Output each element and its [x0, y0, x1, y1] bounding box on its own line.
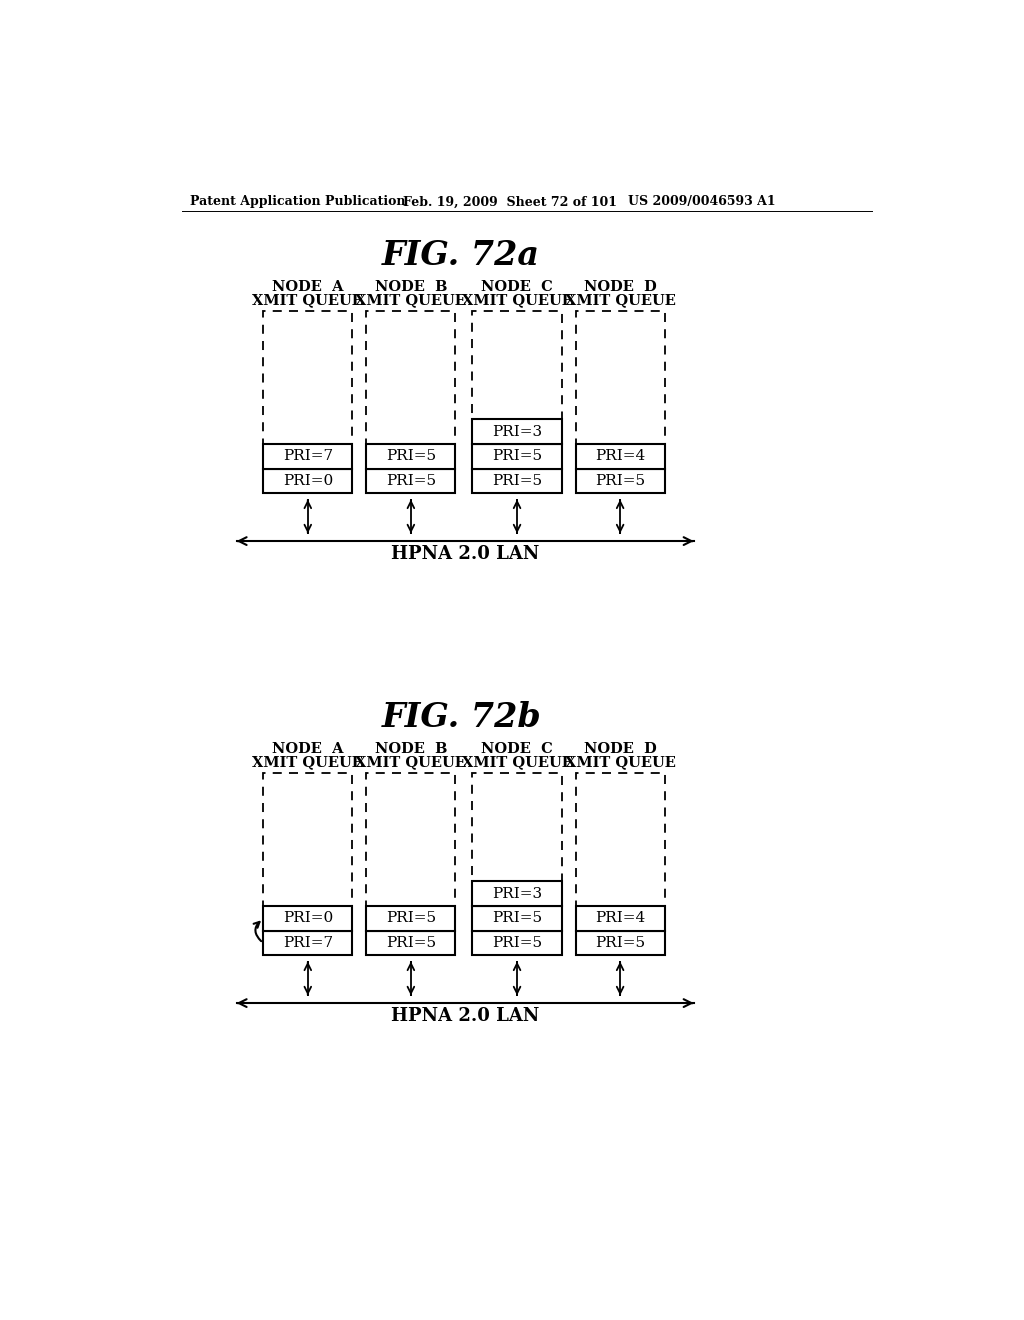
- Text: NODE  A: NODE A: [272, 742, 343, 756]
- Text: PRI=5: PRI=5: [492, 911, 542, 925]
- Text: XMIT QUEUE: XMIT QUEUE: [462, 293, 572, 308]
- Text: XMIT QUEUE: XMIT QUEUE: [564, 293, 676, 308]
- Text: PRI=3: PRI=3: [492, 425, 542, 438]
- Bar: [472, 931, 561, 956]
- Text: Patent Application Publication: Patent Application Publication: [190, 195, 406, 209]
- Bar: [472, 312, 561, 494]
- Text: PRI=4: PRI=4: [595, 911, 645, 925]
- Text: NODE  D: NODE D: [584, 280, 656, 294]
- Bar: [263, 906, 352, 931]
- Bar: [367, 931, 456, 956]
- Bar: [263, 312, 352, 494]
- Text: HPNA 2.0 LAN: HPNA 2.0 LAN: [391, 1007, 540, 1024]
- Text: XMIT QUEUE: XMIT QUEUE: [355, 293, 466, 308]
- Text: PRI=5: PRI=5: [386, 449, 436, 463]
- Text: NODE  C: NODE C: [481, 742, 553, 756]
- Text: PRI=5: PRI=5: [492, 936, 542, 950]
- Text: FIG. 72a: FIG. 72a: [382, 239, 541, 272]
- Text: PRI=5: PRI=5: [386, 474, 436, 488]
- Bar: [575, 774, 665, 956]
- Bar: [472, 420, 561, 444]
- Bar: [472, 469, 561, 494]
- Text: PRI=5: PRI=5: [595, 936, 645, 950]
- Bar: [367, 469, 456, 494]
- Text: US 2009/0046593 A1: US 2009/0046593 A1: [628, 195, 775, 209]
- Bar: [575, 906, 665, 931]
- Bar: [575, 469, 665, 494]
- Bar: [263, 931, 352, 956]
- Text: NODE  C: NODE C: [481, 280, 553, 294]
- Text: PRI=5: PRI=5: [492, 474, 542, 488]
- Text: XMIT QUEUE: XMIT QUEUE: [564, 755, 676, 770]
- Bar: [472, 882, 561, 906]
- Text: PRI=3: PRI=3: [492, 887, 542, 900]
- Text: PRI=4: PRI=4: [595, 449, 645, 463]
- Bar: [575, 444, 665, 469]
- Bar: [472, 774, 561, 956]
- Text: PRI=0: PRI=0: [283, 911, 333, 925]
- Bar: [472, 444, 561, 469]
- Text: NODE  B: NODE B: [375, 742, 447, 756]
- Text: NODE  D: NODE D: [584, 742, 656, 756]
- Text: HPNA 2.0 LAN: HPNA 2.0 LAN: [391, 545, 540, 562]
- Text: PRI=7: PRI=7: [283, 936, 333, 950]
- Bar: [367, 444, 456, 469]
- Text: PRI=7: PRI=7: [283, 449, 333, 463]
- Text: XMIT QUEUE: XMIT QUEUE: [462, 755, 572, 770]
- Text: XMIT QUEUE: XMIT QUEUE: [252, 755, 364, 770]
- Bar: [575, 312, 665, 494]
- Bar: [263, 444, 352, 469]
- Text: PRI=5: PRI=5: [492, 449, 542, 463]
- Text: XMIT QUEUE: XMIT QUEUE: [252, 293, 364, 308]
- Bar: [367, 774, 456, 956]
- Text: FIG. 72b: FIG. 72b: [381, 701, 541, 734]
- Bar: [367, 312, 456, 494]
- Text: PRI=5: PRI=5: [595, 474, 645, 488]
- Bar: [472, 906, 561, 931]
- Text: NODE  A: NODE A: [272, 280, 343, 294]
- Bar: [263, 774, 352, 956]
- Text: PRI=5: PRI=5: [386, 936, 436, 950]
- Text: NODE  B: NODE B: [375, 280, 447, 294]
- Text: Feb. 19, 2009  Sheet 72 of 101: Feb. 19, 2009 Sheet 72 of 101: [403, 195, 617, 209]
- Text: PRI=5: PRI=5: [386, 911, 436, 925]
- Bar: [263, 469, 352, 494]
- Bar: [367, 906, 456, 931]
- Text: XMIT QUEUE: XMIT QUEUE: [355, 755, 466, 770]
- Bar: [575, 931, 665, 956]
- Text: PRI=0: PRI=0: [283, 474, 333, 488]
